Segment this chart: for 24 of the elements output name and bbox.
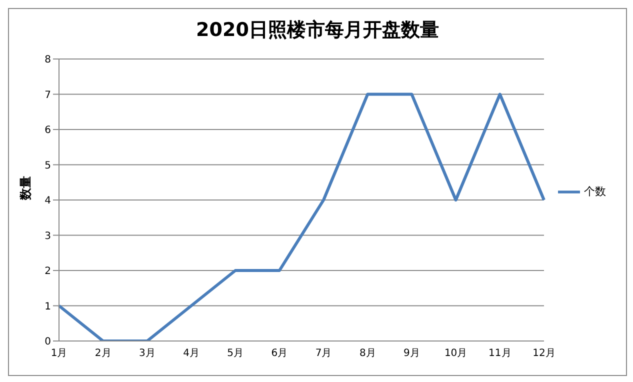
y-tick-label: 3 <box>44 230 51 242</box>
y-tick-label: 6 <box>44 125 51 136</box>
y-tick-label: 7 <box>44 90 51 101</box>
x-tick-label: 11月 <box>488 348 512 360</box>
chart-title: 2020日照楼市每月开盘数量 <box>195 18 440 43</box>
y-tick-label: 1 <box>44 301 51 312</box>
y-tick-label: 8 <box>44 54 51 66</box>
y-tick-label: 5 <box>44 160 51 172</box>
y-tick-label: 2 <box>44 266 51 278</box>
y-axis-title: 数量 <box>18 176 32 201</box>
x-tick-label: 12月 <box>532 348 556 360</box>
x-tick-label: 10月 <box>444 348 468 360</box>
x-tick-label: 7月 <box>315 348 332 360</box>
y-tick-label: 4 <box>44 196 51 207</box>
x-tick-label: 1月 <box>50 348 68 360</box>
x-tick-label: 8月 <box>359 348 376 360</box>
x-tick-label: 5月 <box>227 348 244 360</box>
x-tick-label: 2月 <box>94 348 112 360</box>
y-tick-label: 0 <box>44 336 51 348</box>
x-tick-label: 4月 <box>183 348 200 360</box>
x-tick-label: 3月 <box>138 348 156 360</box>
x-tick-label: 6月 <box>271 348 288 360</box>
x-tick-label: 9月 <box>404 348 420 360</box>
legend-label: 个数 <box>584 185 606 198</box>
